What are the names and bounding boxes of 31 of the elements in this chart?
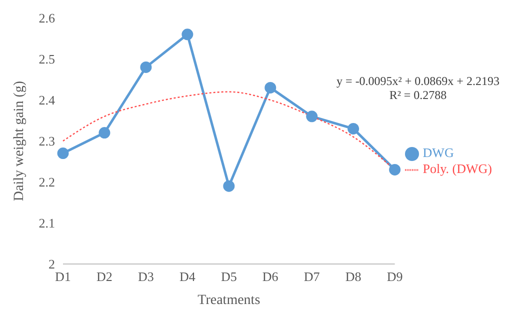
y-tick-label: 2.5 xyxy=(38,52,55,67)
point xyxy=(182,28,194,40)
x-tick-label: D4 xyxy=(179,269,196,284)
y-tick-label: 2.2 xyxy=(38,174,55,190)
point xyxy=(98,127,110,139)
legend-label: DWG xyxy=(422,144,454,160)
point xyxy=(223,180,235,192)
annotation: y = -0.0095x² + 0.0869x + 2.2193 xyxy=(336,74,500,88)
x-tick-label: D5 xyxy=(220,269,237,284)
point xyxy=(57,148,69,160)
point xyxy=(140,61,152,73)
y-tick-label: 2.4 xyxy=(38,92,56,108)
y-tick-label: 2.6 xyxy=(38,10,56,26)
y-tick-label: 2.3 xyxy=(38,134,55,149)
point xyxy=(306,110,318,122)
point xyxy=(389,164,401,176)
x-tick-label: D2 xyxy=(96,269,112,284)
x-tick-label: D1 xyxy=(55,269,71,284)
y-tick-label: 2 xyxy=(48,256,55,272)
x-tick-label: D8 xyxy=(345,269,362,284)
annotation: R² = 0.2788 xyxy=(388,88,448,102)
legend-label: Poly. (DWG) xyxy=(422,161,492,176)
x-tick-label: D7 xyxy=(304,269,320,284)
x-axis-title: Treatments xyxy=(198,293,260,308)
x-tick-label: D9 xyxy=(386,269,403,284)
y-tick-label: 2.1 xyxy=(38,216,55,231)
x-tick-label: D3 xyxy=(138,269,154,284)
point xyxy=(348,122,360,134)
x-tick-label: D6 xyxy=(262,269,279,284)
y-axis-title: Daily weight gain (g) xyxy=(12,80,27,202)
point xyxy=(264,82,276,94)
